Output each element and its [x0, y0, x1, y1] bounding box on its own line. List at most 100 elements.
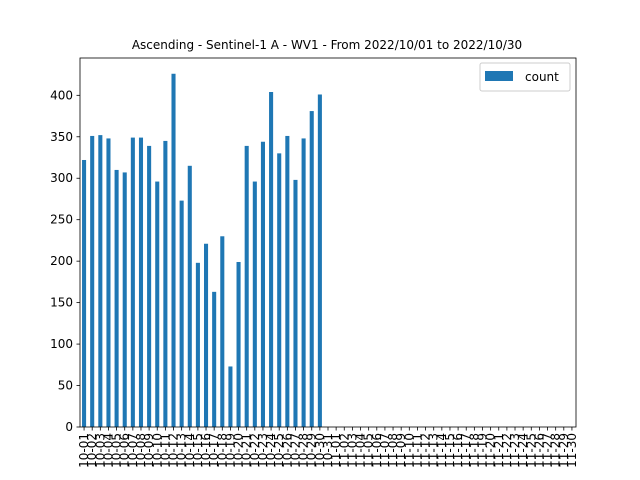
x-tick-label-10-23: 10-23 [256, 433, 270, 468]
bar-10-21 [244, 145, 249, 427]
x-tick-label-11-27: 11-27 [541, 433, 555, 468]
bar-10-30 [317, 94, 322, 428]
x-tick-label-10-09: 10-09 [142, 433, 156, 468]
x-tick-label-11-12: 11-12 [419, 433, 433, 468]
x-tick-label-10-31: 10-31 [321, 433, 335, 468]
x-tick-label-11-26: 11-26 [532, 433, 546, 468]
y-tick-label-150: 150 [50, 296, 73, 310]
y-tick-label-50: 50 [58, 379, 73, 393]
bar-10-01 [82, 159, 87, 428]
x-tick-label-10-12: 10-12 [167, 433, 181, 468]
y-tick-label-200: 200 [50, 254, 73, 268]
bar-10-27 [293, 179, 298, 427]
bar-10-25 [277, 153, 282, 428]
x-tick-label-11-09: 11-09 [394, 433, 408, 468]
x-tick-label-10-24: 10-24 [264, 433, 278, 468]
x-tick-label-11-05: 11-05 [362, 433, 376, 468]
y-tick-label-100: 100 [50, 337, 73, 351]
legend-swatch [485, 71, 513, 81]
x-tick-label-11-23: 11-23 [508, 433, 522, 468]
x-tick-label-11-30: 11-30 [565, 433, 579, 468]
y-tick-label-400: 400 [50, 88, 73, 102]
bar-10-11 [163, 140, 168, 428]
x-tick-label-11-16: 11-16 [451, 433, 465, 468]
bar-10-15 [195, 262, 200, 427]
x-tick-label-11-13: 11-13 [427, 433, 441, 468]
x-tick-label-11-21: 11-21 [492, 433, 506, 468]
x-tick-label-11-08: 11-08 [386, 433, 400, 468]
bar-10-28 [301, 138, 306, 427]
bar-10-20 [236, 261, 241, 427]
x-tick-label-11-03: 11-03 [345, 433, 359, 468]
bar-10-19 [228, 366, 233, 427]
bar-10-29 [309, 111, 314, 427]
x-tick-label-11-28: 11-28 [549, 433, 563, 468]
y-axis: 0 50 100 150 200 250 300 350 400 [50, 88, 80, 434]
legend: count [479, 62, 571, 92]
bar-10-04 [106, 138, 111, 427]
x-tick-label-10-04: 10-04 [101, 433, 115, 468]
bar-10-06 [122, 172, 127, 427]
x-tick-label-11-06: 11-06 [370, 433, 384, 468]
bar-10-14 [187, 165, 192, 428]
x-tick-label-10-27: 10-27 [288, 433, 302, 468]
x-tick-label-11-04: 11-04 [354, 433, 368, 468]
x-tick-label-11-17: 11-17 [459, 433, 473, 468]
x-tick-label-10-30: 10-30 [313, 433, 327, 468]
x-axis: 10-0110-0210-0310-0410-0510-0610-0710-08… [77, 427, 579, 468]
bar-10-02 [90, 135, 95, 427]
x-tick-label-11-20: 11-20 [484, 433, 498, 468]
x-tick-label-11-29: 11-29 [557, 433, 571, 468]
y-tick-label-0: 0 [65, 420, 73, 434]
x-tick-label-11-15: 11-15 [443, 433, 457, 468]
x-tick-label-11-02: 11-02 [337, 433, 351, 468]
bar-10-16 [204, 243, 209, 427]
x-tick-label-11-11: 11-11 [410, 433, 424, 468]
bar-10-12 [171, 73, 176, 427]
bar-10-23 [260, 141, 265, 427]
plot-frame [79, 57, 577, 428]
bar-10-17 [212, 291, 217, 427]
x-tick-label-10-14: 10-14 [183, 433, 197, 468]
bar-10-03 [98, 135, 103, 427]
x-tick-label-10-05: 10-05 [110, 433, 124, 468]
bar-10-18 [220, 236, 225, 427]
x-tick-label-10-28: 10-28 [297, 433, 311, 468]
x-tick-label-10-17: 10-17 [207, 433, 221, 468]
x-tick-label-10-20: 10-20 [232, 433, 246, 468]
legend-label-count: count [525, 70, 559, 84]
x-tick-label-10-10: 10-10 [150, 433, 164, 468]
x-tick-label-10-25: 10-25 [272, 433, 286, 468]
x-tick-label-10-26: 10-26 [280, 433, 294, 468]
chart-title: Ascending - Sentinel-1 A - WV1 - From 20… [132, 38, 522, 52]
bar-10-24 [269, 92, 274, 427]
x-tick-label-10-02: 10-02 [85, 433, 99, 468]
x-tick-label-10-08: 10-08 [134, 433, 148, 468]
x-tick-label-10-06: 10-06 [118, 433, 132, 468]
x-tick-label-11-24: 11-24 [516, 433, 530, 468]
x-tick-label-10-29: 10-29 [305, 433, 319, 468]
x-tick-label-11-10: 11-10 [402, 433, 416, 468]
x-tick-label-10-19: 10-19 [223, 433, 237, 468]
bar-10-05 [114, 169, 119, 427]
y-tick-label-250: 250 [50, 213, 73, 227]
x-tick-label-10-22: 10-22 [248, 433, 262, 468]
x-tick-label-11-14: 11-14 [435, 433, 449, 468]
bar-10-26 [285, 135, 290, 427]
x-tick-label-11-25: 11-25 [524, 433, 538, 468]
x-tick-label-10-01: 10-01 [77, 433, 91, 468]
x-tick-label-11-01: 11-01 [329, 433, 343, 468]
x-tick-label-10-11: 10-11 [158, 433, 172, 468]
x-tick-label-10-13: 10-13 [175, 433, 189, 468]
x-tick-label-10-16: 10-16 [199, 433, 213, 468]
y-tick-label-300: 300 [50, 171, 73, 185]
bar-10-13 [179, 200, 184, 427]
x-tick-label-11-22: 11-22 [500, 433, 514, 468]
x-tick-label-10-18: 10-18 [215, 433, 229, 468]
x-tick-label-10-07: 10-07 [126, 433, 140, 468]
legend-box [479, 62, 571, 92]
bars-group [82, 73, 322, 428]
bar-10-09 [147, 145, 152, 427]
x-tick-label-10-15: 10-15 [191, 433, 205, 468]
